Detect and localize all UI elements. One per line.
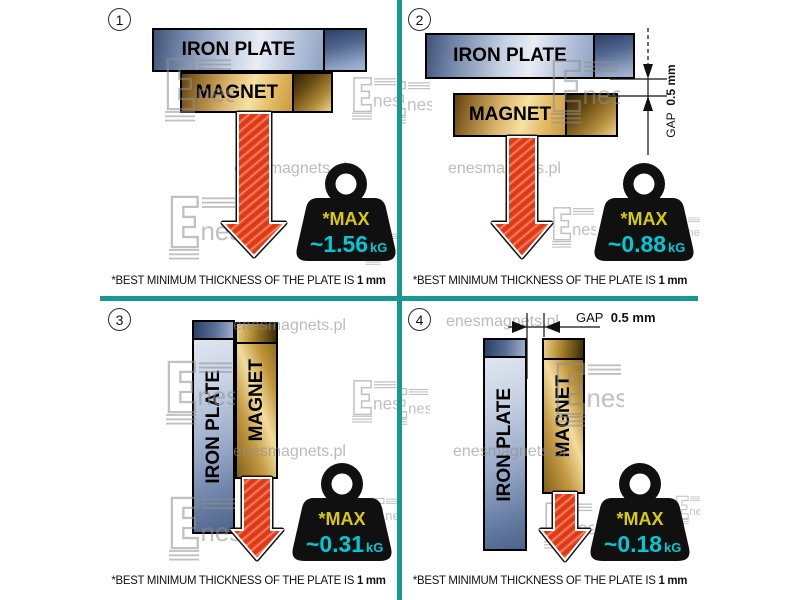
footnote-text: *BEST MINIMUM THICKNESS OF THE PLATE IS <box>111 573 355 587</box>
watermark-site: enesmagnets.pl <box>233 317 346 334</box>
gap-dimension-lines <box>508 313 600 379</box>
magnet-end-cap <box>542 338 585 360</box>
unit-label: kG <box>366 540 383 555</box>
pull-force-arrow <box>220 110 288 259</box>
panel-number: 4 <box>415 311 424 328</box>
panel-number: 1 <box>115 11 124 28</box>
weight-icon: *MAX ~1.56 kG <box>296 163 396 261</box>
magnet: MAGNET <box>235 322 278 479</box>
footnote-bold: 1 mm <box>658 273 688 287</box>
footnote-text: *BEST MINIMUM THICKNESS OF THE PLATE IS <box>111 273 355 287</box>
weight-icon: *MAX ~0.18 kG <box>590 463 690 561</box>
iron-plate: IRON PLATE <box>192 320 235 534</box>
gap-dimension-lines <box>608 28 667 155</box>
magnet-label: MAGNET <box>468 104 552 125</box>
footnote: *BEST MINIMUM THICKNESS OF THE PLATE IS 1… <box>107 573 389 587</box>
iron-plate-label: IRON PLATE <box>453 45 567 66</box>
pull-force-arrow <box>490 134 554 260</box>
footnote-bold: 1 mm <box>658 573 688 587</box>
gap-word: GAP <box>576 310 604 325</box>
horizontal-divider <box>100 296 698 301</box>
panel-number-badge: 1 <box>108 8 131 31</box>
iron-plate-label: IRON PLATE <box>181 39 296 60</box>
max-label: *MAX <box>318 509 365 529</box>
pull-force-arrow <box>229 475 285 562</box>
iron-plate-end-cap <box>483 338 527 358</box>
panel-2-plate-gap-magnet: 2 enesmagnets.pl IRON PLATE MAGNET GAP 0… <box>400 0 700 297</box>
footnote: *BEST MINIMUM THICKNESS OF THE PLATE IS 1… <box>107 273 389 287</box>
watermark-site: enesmagnets.pl <box>446 313 559 330</box>
magnet: MAGNET <box>453 93 567 137</box>
magnet-end-cap <box>292 72 333 113</box>
unit-label: kG <box>664 540 681 555</box>
panel-number: 3 <box>115 311 124 328</box>
unit-label: kG <box>370 240 387 255</box>
panel-4-vertical-gap: 4 enesmagnets.pl enesmagnets.pl GAP 0.5 … <box>400 301 700 600</box>
iron-plate-end-cap <box>192 320 235 340</box>
watermark-site: enesmagnets.pl <box>233 443 346 460</box>
gap-value: 0.5 mm <box>610 310 656 325</box>
max-label: *MAX <box>616 509 663 529</box>
pull-force-arrow <box>538 490 592 563</box>
iron-plate-end-cap <box>323 28 367 72</box>
max-label: *MAX <box>322 209 369 229</box>
max-force-value: ~0.18 <box>604 531 662 557</box>
footnote: *BEST MINIMUM THICKNESS OF THE PLATE IS 1… <box>408 273 693 287</box>
max-label: *MAX <box>620 209 667 229</box>
panel-3-vertical-plate-magnet: 3 enesmagnets.pl enesmagnets.pl IRON PLA… <box>100 301 397 600</box>
unit-label: kG <box>668 240 685 255</box>
footnote-bold: 1 mm <box>356 273 386 287</box>
footnote-bold: 1 mm <box>356 573 386 587</box>
panel-1-plate-on-magnet: 1 document.currentScript.previousElement… <box>100 0 397 297</box>
panel-number-badge: 2 <box>408 8 431 31</box>
weight-icon: *MAX ~0.88 kG <box>594 163 694 261</box>
max-force-value: ~0.88 <box>608 231 666 257</box>
footnote: *BEST MINIMUM THICKNESS OF THE PLATE IS 1… <box>408 573 693 587</box>
footnote-text: *BEST MINIMUM THICKNESS OF THE PLATE IS <box>412 573 656 587</box>
footnote-text: *BEST MINIMUM THICKNESS OF THE PLATE IS <box>412 273 656 287</box>
weight-icon: *MAX ~0.31 kG <box>292 463 392 561</box>
panel-number-badge: 3 <box>108 308 131 331</box>
panel-number-badge: 4 <box>408 308 431 331</box>
watermark-site: enesmagnets.pl <box>453 443 566 460</box>
max-force-value: ~0.31 <box>306 531 364 557</box>
magnet-end-cap <box>235 322 278 344</box>
iron-plate: IRON PLATE <box>483 338 527 551</box>
gap-label: GAP 0.5 mm <box>576 310 656 325</box>
max-force-value: ~1.56 <box>310 231 368 257</box>
panel-number: 2 <box>415 11 424 28</box>
